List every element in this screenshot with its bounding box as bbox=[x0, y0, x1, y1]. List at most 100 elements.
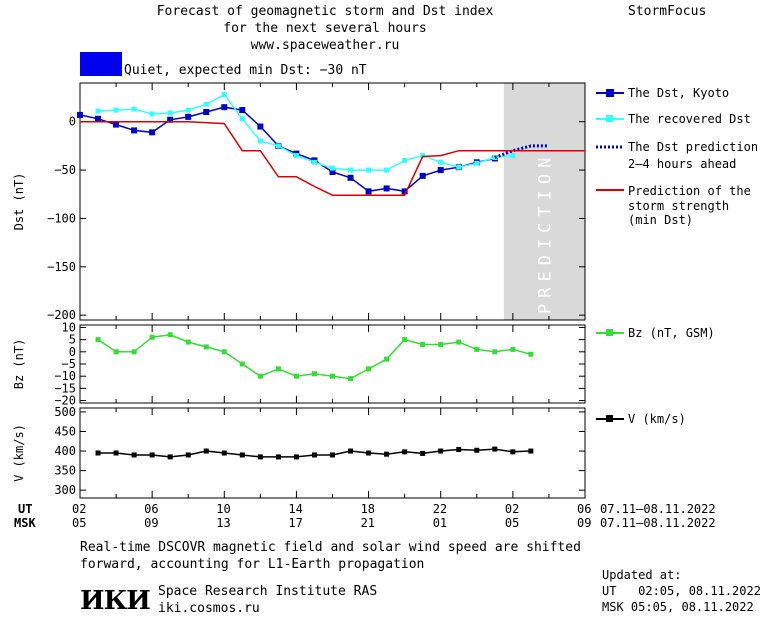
msk-tick: 05 bbox=[504, 516, 520, 530]
updated-msk: MSK 05:05, 08.11.2022 bbox=[602, 600, 754, 614]
bz-ytick-label: 5 bbox=[69, 333, 76, 347]
bz-point bbox=[113, 349, 119, 355]
ut-date-range: 07.11–08.11.2022 bbox=[600, 502, 716, 516]
dst-recovered-point bbox=[510, 153, 516, 159]
dst-kyoto-point bbox=[149, 129, 156, 136]
v-point bbox=[384, 451, 390, 457]
msk-tick: 09 bbox=[144, 516, 159, 530]
v-point bbox=[131, 452, 137, 458]
v-point bbox=[221, 450, 227, 456]
msk-tick: 17 bbox=[288, 516, 303, 530]
msk-date-range: 07.11–08.11.2022 bbox=[600, 516, 716, 530]
bz-point bbox=[348, 376, 354, 382]
bz-point bbox=[510, 346, 516, 352]
bz-point bbox=[275, 366, 281, 372]
footnote-line-1: Real-time DSCOVR magnetic field and sola… bbox=[80, 540, 581, 555]
title-line-2: for the next several hours bbox=[223, 21, 427, 36]
bz-point bbox=[203, 344, 209, 350]
msk-tick: 13 bbox=[216, 516, 231, 530]
bz-axis-label: Bz (nT) bbox=[12, 339, 26, 390]
dst-kyoto-point bbox=[419, 172, 426, 179]
v-ytick-label: 500 bbox=[54, 405, 76, 419]
dst-kyoto-point bbox=[221, 104, 228, 111]
bz-ytick-label: 0 bbox=[69, 345, 76, 359]
status-text: Quiet, expected min Dst: −30 nT bbox=[124, 63, 367, 78]
dst-kyoto-point bbox=[131, 127, 138, 134]
bz-point bbox=[221, 349, 227, 355]
ut-tick: 06 bbox=[144, 502, 159, 516]
v-point bbox=[167, 454, 173, 460]
dst-recovered-point bbox=[456, 164, 462, 170]
v-point bbox=[185, 452, 191, 458]
dst-recovered-line bbox=[97, 93, 513, 171]
dst-kyoto-point bbox=[383, 185, 390, 192]
bz-point bbox=[293, 373, 299, 379]
dst-kyoto-point bbox=[239, 107, 246, 114]
msk-tick: 01 bbox=[432, 516, 448, 530]
ut-tick: 06 bbox=[577, 502, 592, 516]
dst-kyoto-point bbox=[329, 168, 336, 175]
dst-recovered-point bbox=[95, 108, 101, 114]
msk-tick: 05 bbox=[72, 516, 87, 530]
dst-recovered-point bbox=[330, 165, 335, 171]
v-ytick-label: 300 bbox=[54, 483, 76, 497]
dst-recovered-point bbox=[384, 167, 390, 173]
ut-tick: 14 bbox=[288, 502, 303, 516]
status-color-box bbox=[80, 52, 122, 76]
bz-point bbox=[257, 373, 263, 379]
v-point bbox=[510, 449, 516, 455]
dst-kyoto-point bbox=[77, 111, 83, 118]
site-url[interactable]: www.spaceweather.ru bbox=[250, 38, 400, 53]
dst-recovered-point bbox=[366, 167, 372, 173]
v-point bbox=[293, 454, 299, 460]
v-point bbox=[348, 448, 354, 454]
v-point bbox=[239, 452, 245, 458]
dst-recovered-point bbox=[348, 167, 354, 173]
dst-recovered-point bbox=[420, 153, 426, 159]
title-line-1: Forecast of geomagnetic storm and Dst in… bbox=[156, 4, 494, 19]
org-name: Space Research Institute RAS bbox=[158, 584, 378, 599]
bz-point bbox=[492, 349, 498, 355]
v-point bbox=[330, 452, 335, 458]
v-point bbox=[257, 454, 263, 460]
ut-tick: 18 bbox=[360, 502, 376, 516]
v-point bbox=[366, 450, 372, 456]
dst-kyoto-point bbox=[437, 167, 444, 174]
dst-ytick-label: −50 bbox=[54, 163, 76, 177]
bz-point bbox=[330, 373, 335, 379]
legend-recovered: The recovered Dst bbox=[628, 112, 751, 126]
bz-point bbox=[311, 371, 317, 377]
v-point bbox=[420, 450, 426, 456]
legend-kyoto: The Dst, Kyoto bbox=[628, 86, 730, 100]
bz-point bbox=[131, 349, 137, 355]
bz-point bbox=[95, 337, 101, 343]
ut-tick: 22 bbox=[432, 502, 448, 516]
v-point bbox=[438, 448, 444, 454]
footnote-line-2: forward, accounting for L1-Earth propaga… bbox=[80, 557, 425, 572]
dst-axis-label: Dst (nT) bbox=[12, 173, 26, 231]
bz-point bbox=[384, 356, 390, 362]
dst-kyoto-point bbox=[257, 123, 264, 130]
updated-label: Updated at: bbox=[602, 568, 682, 582]
dst-kyoto-point bbox=[185, 113, 192, 120]
bz-point bbox=[420, 342, 426, 347]
legend-kyoto-marker bbox=[606, 89, 614, 97]
legend-bz: Bz (nT, GSM) bbox=[628, 326, 715, 340]
dst-recovered-point bbox=[438, 159, 444, 165]
bz-point bbox=[167, 332, 173, 338]
org-url[interactable]: iki.cosmos.ru bbox=[158, 601, 260, 616]
bz-point bbox=[528, 351, 534, 357]
bz-point bbox=[239, 361, 245, 367]
dst-kyoto-point bbox=[95, 115, 102, 122]
legend-bz-swatch bbox=[596, 329, 624, 336]
dst-ytick-label: −150 bbox=[47, 260, 76, 274]
bz-point bbox=[366, 366, 372, 372]
legend-prediction-2: 2–4 hours ahead bbox=[628, 157, 737, 171]
ut-tick: 02 bbox=[72, 502, 87, 516]
ut-tick: 02 bbox=[504, 502, 520, 516]
legend-swatches bbox=[596, 89, 624, 191]
v-point bbox=[528, 448, 534, 454]
dst-recovered-point bbox=[221, 92, 227, 98]
legend-v: V (km/s) bbox=[628, 412, 686, 426]
v-ytick-label: 450 bbox=[54, 424, 76, 438]
